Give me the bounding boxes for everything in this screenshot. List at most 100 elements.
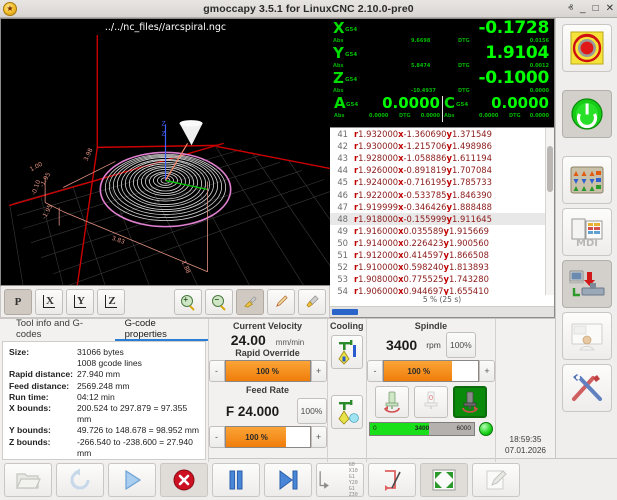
- feed-override-plus-button[interactable]: +: [310, 426, 327, 448]
- view-z-label: Z: [105, 295, 117, 308]
- gcode-line[interactable]: 50 r1.914000x0.226423y1.900560: [330, 237, 554, 249]
- manual-mode-button[interactable]: [561, 156, 612, 204]
- gcode-line[interactable]: 44 r1.926000x-0.891819y1.707084: [330, 164, 554, 176]
- reload-file-button[interactable]: [56, 462, 104, 497]
- dro-dtg-label-y: DTG: [458, 63, 470, 69]
- gcode-preview-canvas[interactable]: ../../nc_files//arcspiral.ngc: [0, 18, 330, 286]
- gcode-line[interactable]: 51 r1.912000x0.414597y1.866508: [330, 249, 554, 261]
- pause-program-button[interactable]: [212, 462, 260, 497]
- minimize-icon[interactable]: _: [580, 2, 586, 14]
- spindle-ccw-button[interactable]: [374, 386, 409, 418]
- mist-coolant-button[interactable]: [330, 395, 363, 429]
- dro-axis-row-c[interactable]: C G54 0.0000 Abs 0.0000 DTG 0.0000: [442, 95, 551, 122]
- spindle-rpm-value: 3400: [386, 337, 418, 353]
- dro-dtg-value-a: 0.0000: [420, 113, 440, 119]
- gcode-listing-panel[interactable]: 41 r1.932000x-1.360690y1.371549 42 r1.93000…: [330, 128, 555, 318]
- gcode-lines[interactable]: 41 r1.932000x-1.360690y1.371549 42 r1.93000…: [330, 128, 554, 295]
- gcode-line[interactable]: 43 r1.928000x-1.058886y1.611194: [330, 152, 554, 164]
- maximize-icon[interactable]: □: [592, 2, 599, 14]
- dro-axis-row-a[interactable]: A G54 0.0000 Abs 0.0000 DTG 0.0000: [333, 95, 442, 122]
- close-icon[interactable]: ✕: [605, 2, 614, 14]
- svg-text:3.83: 3.83: [111, 235, 126, 246]
- settings-button[interactable]: [561, 364, 612, 412]
- gcode-line[interactable]: 53 r1.908000x0.775525y1.743280: [330, 273, 554, 285]
- feed-override-minus-button[interactable]: -: [208, 426, 225, 448]
- clear-live-plot-button[interactable]: [236, 288, 264, 315]
- mode-sidebar: MDI: [555, 18, 617, 458]
- spindle-bar-max: 6000: [456, 425, 471, 432]
- dro-axis-row-x[interactable]: X G54 -0.1728 Abs 9.6698 DTG 0.0156: [333, 20, 551, 46]
- view-y-button[interactable]: Y: [66, 288, 94, 315]
- dro-axis-row-z[interactable]: Z G54 -0.1000 Abs -10.4937 DTG 0.0000: [333, 70, 551, 96]
- rapid-override-plus-button[interactable]: +: [310, 360, 327, 382]
- zoom-out-button[interactable]: −: [205, 288, 233, 315]
- stop-program-button[interactable]: [160, 462, 208, 497]
- cooling-title: Cooling: [329, 321, 364, 331]
- machine-power-button[interactable]: [561, 90, 612, 138]
- view-z-button[interactable]: Z: [97, 288, 125, 315]
- run-program-button[interactable]: [108, 462, 156, 497]
- spindle-percent-box[interactable]: 100%: [445, 332, 476, 358]
- info-tabs: Tool info and G-codes G-code properties: [0, 318, 208, 341]
- spindle-override-minus-button[interactable]: -: [366, 360, 383, 382]
- feed-rate-value: F 24.000: [225, 403, 280, 419]
- run-from-line-button[interactable]: G0 X10 G1 Y20 G1 Z30: [316, 462, 364, 498]
- gcode-line[interactable]: 49 r1.916000x0.035589y1.915669: [330, 225, 554, 237]
- clean-button[interactable]: [298, 288, 326, 315]
- spindle-override-slider[interactable]: 100 %: [382, 360, 479, 382]
- gcode-property-value: 200.524 to 297.879 = 97.355 mm: [77, 403, 188, 425]
- tab-tool-info-gcodes[interactable]: Tool info and G-codes: [6, 318, 115, 341]
- gcode-line[interactable]: 47 r1.919999x-0.346426y1.888488: [330, 201, 554, 213]
- gcode-scrollbar[interactable]: [545, 128, 554, 295]
- step-program-button[interactable]: [264, 462, 312, 497]
- spindle-override-plus-button[interactable]: +: [478, 360, 495, 382]
- rapid-override-slider[interactable]: 100 %: [224, 360, 311, 382]
- zoom-in-icon: +: [181, 294, 195, 309]
- gcode-progress-text: 5 % (25 s): [330, 295, 554, 306]
- gcode-line-text: r1.914000x0.226423y1.900560: [354, 237, 489, 248]
- gcode-scrollbar-thumb[interactable]: [547, 146, 553, 192]
- spindle-bar-current: 3400: [414, 425, 430, 432]
- dro-panel[interactable]: X G54 -0.1728 Abs 9.6698 DTG 0.0156 Y G5…: [330, 18, 555, 128]
- feed-override-slider[interactable]: 100 %: [224, 426, 311, 448]
- clock-time: 18:59:35: [509, 435, 542, 445]
- user-tabs-button[interactable]: [561, 312, 612, 360]
- gcode-line[interactable]: 52 r1.910000x0.598240y1.813893: [330, 261, 554, 273]
- tab-gcode-properties[interactable]: G-code properties: [114, 318, 208, 341]
- dro-abs-value-y: 5.8474: [411, 63, 431, 69]
- gcode-line-text: r1.928000x-1.058886y1.611194: [354, 153, 492, 164]
- gcode-line[interactable]: 45 r1.924000x-0.716195y1.785733: [330, 176, 554, 188]
- gcode-line[interactable]: 48 r1.918000x-0.155999y1.911645: [330, 212, 554, 225]
- gcode-property-value: 27.940 mm: [77, 369, 120, 380]
- flood-coolant-button[interactable]: [330, 335, 363, 369]
- view-p-button[interactable]: P: [4, 288, 32, 315]
- gcode-line[interactable]: 54 r1.906000x0.944697y1.655410: [330, 285, 554, 295]
- svg-text:-1.95: -1.95: [41, 203, 55, 220]
- gcode-line[interactable]: 42 r1.930000x-1.215706y1.498986: [330, 140, 554, 152]
- auto-mode-button[interactable]: [561, 260, 612, 308]
- dro-dtg-label-a: DTG: [399, 113, 411, 119]
- feed-percent-box[interactable]: 100%: [296, 398, 327, 424]
- rapid-override-title: Rapid Override: [235, 348, 300, 358]
- feed-override-control: - 100 % +: [208, 426, 327, 448]
- zoom-in-button[interactable]: +: [174, 288, 202, 315]
- run-from-line-gcode: G0 X10 G1 Y20 G1 Z30: [349, 462, 363, 498]
- edit-gcode-button[interactable]: [267, 288, 295, 315]
- open-file-button[interactable]: [4, 462, 52, 497]
- spindle-ccw-icon: [384, 391, 400, 413]
- dro-axis-row-y[interactable]: Y G54 1.9104 Abs 5.8474 DTG 0.0012: [333, 45, 551, 71]
- spindle-stop-button[interactable]: 0: [413, 386, 448, 418]
- estop-button[interactable]: [561, 24, 612, 72]
- dro-abs-value-x: 9.6698: [411, 38, 431, 44]
- mdi-mode-button[interactable]: MDI: [561, 208, 612, 256]
- gcode-property-key: Z bounds:: [9, 436, 51, 447]
- gcode-line[interactable]: 41 r1.932000x-1.360690y1.371549: [330, 128, 554, 140]
- rollup-icon[interactable]: ⱏ: [568, 2, 573, 14]
- optional-stop-button[interactable]: [368, 462, 416, 497]
- edit-file-button[interactable]: [472, 462, 520, 497]
- rapid-override-minus-button[interactable]: -: [208, 360, 225, 382]
- gcode-line[interactable]: 46 r1.922000x-0.533785y1.846390: [330, 188, 554, 200]
- view-x-button[interactable]: X: [35, 288, 63, 315]
- spindle-cw-button[interactable]: [452, 386, 487, 418]
- fullsize-preview-button[interactable]: [420, 462, 468, 497]
